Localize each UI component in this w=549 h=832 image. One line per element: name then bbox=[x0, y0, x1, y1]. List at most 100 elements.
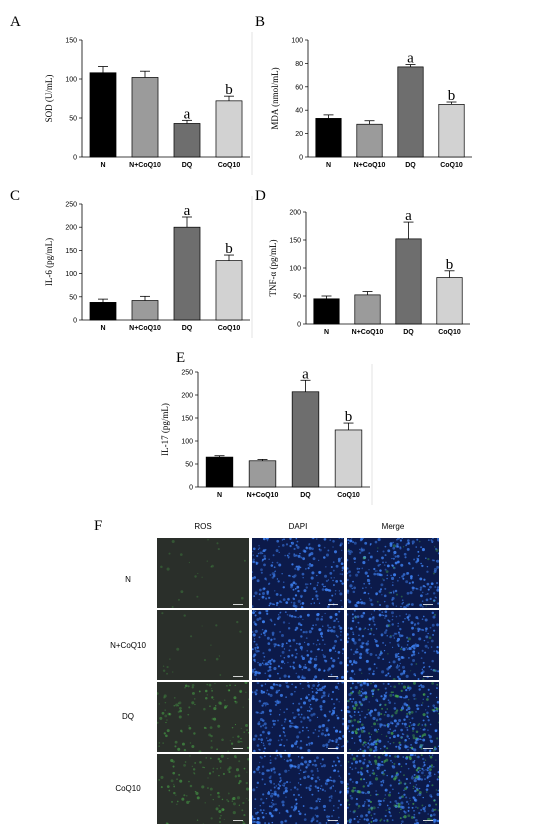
bar bbox=[438, 103, 465, 158]
micrograph-dapi-2 bbox=[252, 682, 344, 752]
micrograph-merge-2 bbox=[347, 682, 439, 752]
column-header-merge: Merge bbox=[381, 522, 405, 531]
significance-label: a bbox=[184, 106, 191, 122]
y-tick-label: 0 bbox=[73, 155, 77, 162]
y-tick-label: 100 bbox=[289, 266, 301, 273]
micrograph-dapi-0 bbox=[252, 538, 344, 608]
y-tick-label: 150 bbox=[181, 416, 193, 423]
significance-label: a bbox=[407, 51, 414, 67]
category-label: CoQ10 bbox=[218, 162, 241, 169]
bar bbox=[395, 238, 422, 325]
bar bbox=[356, 123, 383, 158]
bar bbox=[131, 77, 159, 158]
significance-label: b bbox=[225, 241, 233, 257]
category-label: N+CoQ10 bbox=[352, 329, 384, 336]
y-tick-label: 0 bbox=[189, 485, 193, 492]
y-tick-label: 0 bbox=[299, 155, 303, 162]
y-tick-label: 80 bbox=[295, 61, 303, 68]
y-tick-label: 50 bbox=[185, 462, 193, 469]
micrograph-dapi-3 bbox=[252, 754, 344, 824]
bar bbox=[334, 429, 363, 488]
y-tick-label: 50 bbox=[69, 294, 77, 301]
row-label-coq10: CoQ10 bbox=[115, 784, 141, 793]
y-axis-label: IL-6 (pg/mL) bbox=[44, 238, 54, 286]
category-label: N+CoQ10 bbox=[129, 162, 161, 169]
category-label: DQ bbox=[182, 325, 193, 332]
category-label: N+CoQ10 bbox=[247, 492, 279, 499]
micrograph-merge-0 bbox=[347, 538, 439, 608]
micrograph-ros-2 bbox=[157, 682, 249, 752]
significance-label: b bbox=[446, 257, 454, 273]
micrograph-ros-3 bbox=[157, 754, 249, 824]
micrograph-merge-1 bbox=[347, 610, 439, 680]
micrograph-merge-3 bbox=[347, 754, 439, 824]
panel-label-f: F bbox=[94, 518, 103, 534]
bar bbox=[313, 298, 340, 325]
panel-label-d: D bbox=[255, 188, 266, 204]
bar bbox=[173, 123, 201, 158]
panel-label-a: A bbox=[10, 14, 21, 30]
y-tick-label: 50 bbox=[69, 116, 77, 123]
panel-label-c: C bbox=[10, 188, 21, 204]
micrograph-ros-0 bbox=[157, 538, 249, 608]
significance-label: b bbox=[448, 88, 456, 104]
y-tick-label: 150 bbox=[289, 238, 301, 245]
category-label: DQ bbox=[405, 162, 416, 169]
bar bbox=[397, 66, 424, 158]
bar bbox=[315, 118, 342, 158]
bar bbox=[354, 294, 381, 325]
panel-label-b: B bbox=[255, 14, 266, 30]
category-label: N bbox=[324, 329, 329, 336]
category-label: N+CoQ10 bbox=[129, 325, 161, 332]
category-label: N bbox=[217, 492, 222, 499]
significance-label: b bbox=[345, 409, 353, 425]
y-axis-label: SOD (U/mL) bbox=[44, 75, 54, 123]
y-tick-label: 100 bbox=[291, 38, 303, 45]
category-label: CoQ10 bbox=[337, 492, 360, 499]
bar bbox=[248, 460, 277, 488]
micrograph-dapi-1 bbox=[252, 610, 344, 680]
y-axis-label: MDA (nmol/mL) bbox=[270, 67, 280, 129]
y-tick-label: 100 bbox=[65, 271, 77, 278]
y-tick-label: 20 bbox=[295, 131, 303, 138]
y-tick-label: 60 bbox=[295, 84, 303, 91]
category-label: N bbox=[100, 162, 105, 169]
y-tick-label: 200 bbox=[289, 210, 301, 217]
y-tick-label: 150 bbox=[65, 248, 77, 255]
column-header-dapi: DAPI bbox=[288, 522, 308, 531]
micrograph-ros-1 bbox=[157, 610, 249, 680]
row-label-n: N bbox=[125, 575, 131, 584]
significance-label: b bbox=[225, 82, 233, 98]
bar bbox=[436, 277, 463, 325]
category-label: N bbox=[326, 162, 331, 169]
y-axis-label: IL-17 (pg/mL) bbox=[160, 403, 170, 456]
y-tick-label: 200 bbox=[181, 393, 193, 400]
column-header-ros: ROS bbox=[194, 522, 212, 531]
y-tick-label: 0 bbox=[73, 318, 77, 325]
significance-label: a bbox=[184, 203, 191, 219]
significance-label: a bbox=[405, 208, 412, 224]
row-label-dq: DQ bbox=[122, 712, 134, 721]
bar bbox=[173, 226, 201, 321]
y-tick-label: 250 bbox=[65, 202, 77, 209]
category-label: N+CoQ10 bbox=[354, 162, 386, 169]
y-tick-label: 250 bbox=[181, 370, 193, 377]
category-label: N bbox=[100, 325, 105, 332]
bar bbox=[89, 72, 117, 158]
y-tick-label: 50 bbox=[293, 294, 301, 301]
panel-label-e: E bbox=[176, 350, 186, 366]
y-tick-label: 150 bbox=[65, 38, 77, 45]
category-label: DQ bbox=[182, 162, 193, 169]
bar bbox=[205, 456, 234, 488]
bar bbox=[215, 100, 243, 158]
category-label: DQ bbox=[403, 329, 414, 336]
y-tick-label: 200 bbox=[65, 225, 77, 232]
y-tick-label: 100 bbox=[65, 77, 77, 84]
row-label-n-coq10: N+CoQ10 bbox=[110, 641, 146, 650]
category-label: CoQ10 bbox=[218, 325, 241, 332]
bar bbox=[215, 260, 243, 321]
significance-label: a bbox=[302, 366, 309, 382]
bar bbox=[291, 391, 320, 488]
category-label: CoQ10 bbox=[438, 329, 461, 336]
category-label: CoQ10 bbox=[440, 162, 463, 169]
